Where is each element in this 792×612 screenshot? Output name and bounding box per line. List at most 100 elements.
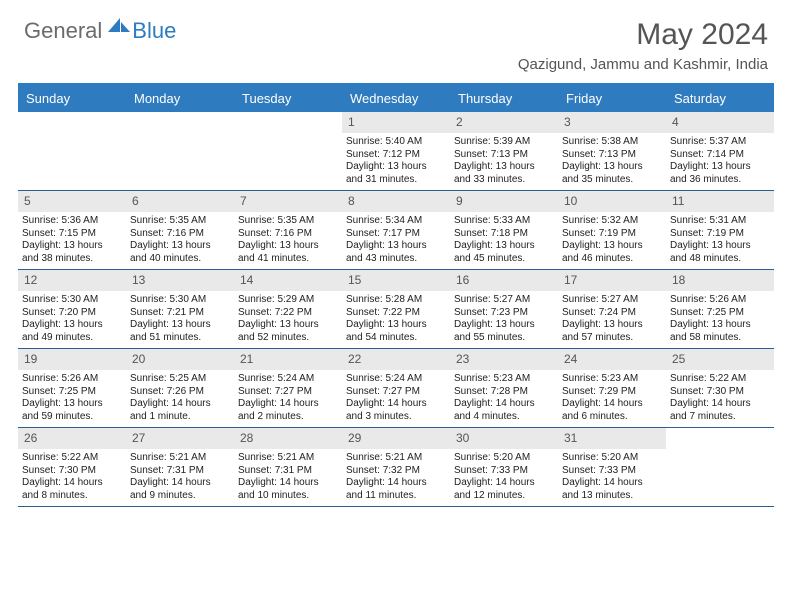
day-number: 11 [666,191,774,212]
day-cell: 28Sunrise: 5:21 AMSunset: 7:31 PMDayligh… [234,428,342,507]
sunset-line: Sunset: 7:33 PM [454,465,554,478]
day-number: 31 [558,428,666,449]
daylight-line: Daylight: 13 hours and 43 minutes. [346,240,446,265]
day-number: 23 [450,349,558,370]
day-cell: 26Sunrise: 5:22 AMSunset: 7:30 PMDayligh… [18,428,126,507]
day-header: Sunday [18,85,126,112]
day-number: 27 [126,428,234,449]
calendar-grid: SundayMondayTuesdayWednesdayThursdayFrid… [18,85,774,507]
day-cell: 3Sunrise: 5:38 AMSunset: 7:13 PMDaylight… [558,112,666,191]
day-cell: 30Sunrise: 5:20 AMSunset: 7:33 PMDayligh… [450,428,558,507]
day-number: 28 [234,428,342,449]
sunset-line: Sunset: 7:13 PM [562,149,662,162]
day-number: 30 [450,428,558,449]
day-number: 14 [234,270,342,291]
sunrise-line: Sunrise: 5:28 AM [346,294,446,307]
day-cell: 17Sunrise: 5:27 AMSunset: 7:24 PMDayligh… [558,270,666,349]
sunrise-line: Sunrise: 5:30 AM [22,294,122,307]
daylight-line: Daylight: 14 hours and 11 minutes. [346,477,446,502]
sunrise-line: Sunrise: 5:39 AM [454,136,554,149]
daylight-line: Daylight: 13 hours and 36 minutes. [670,161,770,186]
month-title: May 2024 [518,18,768,52]
sunset-line: Sunset: 7:18 PM [454,228,554,241]
day-number: 8 [342,191,450,212]
day-cell: 6Sunrise: 5:35 AMSunset: 7:16 PMDaylight… [126,191,234,270]
day-number: 6 [126,191,234,212]
sunset-line: Sunset: 7:12 PM [346,149,446,162]
empty-cell [126,112,234,191]
day-number: 9 [450,191,558,212]
day-number: 5 [18,191,126,212]
day-number: 21 [234,349,342,370]
day-cell: 19Sunrise: 5:26 AMSunset: 7:25 PMDayligh… [18,349,126,428]
day-header: Thursday [450,85,558,112]
daylight-line: Daylight: 13 hours and 51 minutes. [130,319,230,344]
day-cell: 15Sunrise: 5:28 AMSunset: 7:22 PMDayligh… [342,270,450,349]
daylight-line: Daylight: 14 hours and 6 minutes. [562,398,662,423]
sunset-line: Sunset: 7:33 PM [562,465,662,478]
day-number: 16 [450,270,558,291]
daylight-line: Daylight: 13 hours and 48 minutes. [670,240,770,265]
empty-cell [666,428,774,507]
daylight-line: Daylight: 13 hours and 54 minutes. [346,319,446,344]
day-number: 20 [126,349,234,370]
day-cell: 10Sunrise: 5:32 AMSunset: 7:19 PMDayligh… [558,191,666,270]
sunset-line: Sunset: 7:25 PM [670,307,770,320]
daylight-line: Daylight: 14 hours and 12 minutes. [454,477,554,502]
day-cell: 27Sunrise: 5:21 AMSunset: 7:31 PMDayligh… [126,428,234,507]
sunset-line: Sunset: 7:29 PM [562,386,662,399]
day-number: 26 [18,428,126,449]
sunset-line: Sunset: 7:23 PM [454,307,554,320]
day-cell: 24Sunrise: 5:23 AMSunset: 7:29 PMDayligh… [558,349,666,428]
sunrise-line: Sunrise: 5:27 AM [562,294,662,307]
sunset-line: Sunset: 7:30 PM [670,386,770,399]
sunrise-line: Sunrise: 5:25 AM [130,373,230,386]
sunrise-line: Sunrise: 5:38 AM [562,136,662,149]
daylight-line: Daylight: 14 hours and 2 minutes. [238,398,338,423]
day-cell: 5Sunrise: 5:36 AMSunset: 7:15 PMDaylight… [18,191,126,270]
sunrise-line: Sunrise: 5:20 AM [562,452,662,465]
sunset-line: Sunset: 7:21 PM [130,307,230,320]
day-number: 13 [126,270,234,291]
daylight-line: Daylight: 13 hours and 31 minutes. [346,161,446,186]
sunrise-line: Sunrise: 5:24 AM [346,373,446,386]
logo: General Blue [24,18,176,44]
daylight-line: Daylight: 14 hours and 8 minutes. [22,477,122,502]
day-number: 22 [342,349,450,370]
sunset-line: Sunset: 7:16 PM [238,228,338,241]
day-cell: 14Sunrise: 5:29 AMSunset: 7:22 PMDayligh… [234,270,342,349]
header: General Blue May 2024 Qazigund, Jammu an… [0,0,792,79]
sunset-line: Sunset: 7:15 PM [22,228,122,241]
day-number: 17 [558,270,666,291]
sunrise-line: Sunrise: 5:21 AM [238,452,338,465]
sunrise-line: Sunrise: 5:29 AM [238,294,338,307]
day-number: 19 [18,349,126,370]
sunrise-line: Sunrise: 5:27 AM [454,294,554,307]
sunset-line: Sunset: 7:27 PM [346,386,446,399]
sunrise-line: Sunrise: 5:32 AM [562,215,662,228]
title-block: May 2024 Qazigund, Jammu and Kashmir, In… [518,18,768,73]
sunrise-line: Sunrise: 5:22 AM [22,452,122,465]
day-header: Monday [126,85,234,112]
daylight-line: Daylight: 14 hours and 4 minutes. [454,398,554,423]
sunset-line: Sunset: 7:20 PM [22,307,122,320]
sunrise-line: Sunrise: 5:23 AM [562,373,662,386]
sunrise-line: Sunrise: 5:23 AM [454,373,554,386]
sunrise-line: Sunrise: 5:21 AM [130,452,230,465]
sunrise-line: Sunrise: 5:33 AM [454,215,554,228]
sunrise-line: Sunrise: 5:36 AM [22,215,122,228]
daylight-line: Daylight: 13 hours and 49 minutes. [22,319,122,344]
daylight-line: Daylight: 14 hours and 13 minutes. [562,477,662,502]
daylight-line: Daylight: 13 hours and 41 minutes. [238,240,338,265]
day-header: Saturday [666,85,774,112]
daylight-line: Daylight: 13 hours and 55 minutes. [454,319,554,344]
sunrise-line: Sunrise: 5:26 AM [22,373,122,386]
sunset-line: Sunset: 7:19 PM [670,228,770,241]
sunrise-line: Sunrise: 5:30 AM [130,294,230,307]
sunrise-line: Sunrise: 5:35 AM [130,215,230,228]
day-number: 10 [558,191,666,212]
day-cell: 29Sunrise: 5:21 AMSunset: 7:32 PMDayligh… [342,428,450,507]
day-cell: 11Sunrise: 5:31 AMSunset: 7:19 PMDayligh… [666,191,774,270]
day-cell: 22Sunrise: 5:24 AMSunset: 7:27 PMDayligh… [342,349,450,428]
daylight-line: Daylight: 13 hours and 33 minutes. [454,161,554,186]
